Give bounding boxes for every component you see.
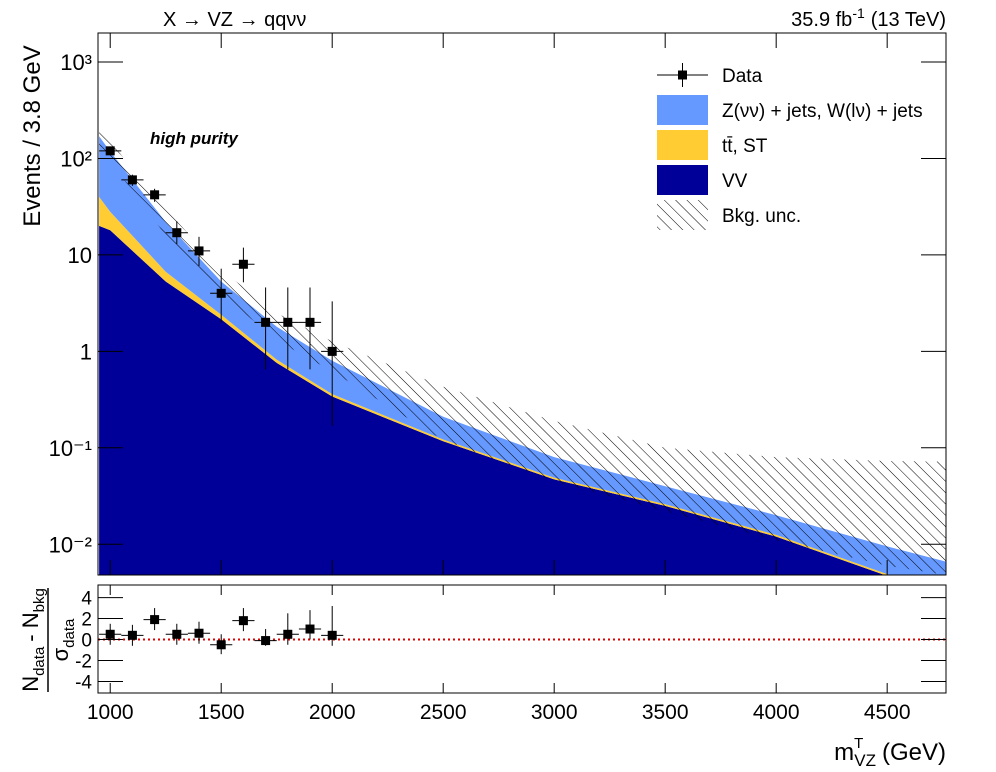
x-tick-label: 4000	[753, 701, 800, 724]
y-tick-label: -2	[75, 651, 92, 672]
ratio-label-denominator: σdata	[48, 618, 78, 661]
x-tick-label: 3000	[531, 701, 578, 724]
num-minus: - N	[18, 612, 43, 641]
plot-area	[99, 123, 946, 575]
x-tick-label: 2000	[309, 701, 356, 724]
x-tick-label: 1000	[87, 701, 134, 724]
y-tick-label: 10⁻²	[49, 532, 92, 557]
ratio-area	[98, 605, 946, 655]
data-point	[305, 317, 315, 327]
data-point	[216, 640, 226, 650]
lumi-energy: (13 TeV)	[871, 9, 946, 31]
num-n: N	[18, 676, 43, 692]
data-point	[305, 624, 315, 634]
y-tick-label: 0	[81, 631, 92, 652]
legend-label: Z(νν) + jets, W(lν) + jets	[722, 101, 923, 122]
plot-frame	[97, 584, 947, 694]
y-tick-label: 1	[80, 339, 92, 364]
data-point	[127, 175, 137, 185]
legend-swatch	[657, 95, 708, 125]
x-tick-label: 2500	[420, 701, 467, 724]
legend-label: Data	[722, 66, 763, 87]
stack-area	[99, 225, 885, 575]
x-label-sup: T	[854, 735, 863, 752]
data-point	[216, 288, 226, 298]
data-point	[150, 190, 160, 200]
lumi-label: 35.9 fb-1 (13 TeV)	[791, 5, 946, 31]
legend-label: VV	[722, 171, 748, 192]
num-sub: data	[31, 646, 48, 676]
ratio-label-numerator: Ndata - Nbkg	[18, 588, 48, 692]
chart-title: X → VZ → qqνν	[163, 9, 306, 31]
lumi-exponent: -1	[852, 5, 865, 21]
legend-swatch	[657, 200, 708, 230]
data-point	[238, 259, 248, 269]
x-label-unit: (GeV)	[882, 739, 946, 766]
legend-label: Bkg. unc.	[722, 206, 801, 227]
data-point	[150, 615, 160, 625]
data-point	[238, 616, 248, 626]
legend-swatch	[657, 130, 708, 160]
y-tick-label: 10⁻¹	[49, 436, 92, 461]
data-point	[172, 629, 182, 639]
x-axis-label: mT VZ (GeV)	[834, 735, 946, 770]
data-point	[261, 317, 271, 327]
uncertainty-band	[99, 123, 946, 575]
data-point	[327, 630, 337, 640]
lumi-value: 35.9 fb	[791, 9, 852, 31]
data-point	[283, 317, 293, 327]
data-point	[327, 346, 337, 356]
x-tick-label: 4500	[864, 701, 911, 724]
x-label-symbol: m	[834, 739, 854, 766]
data-point	[261, 636, 271, 646]
x-tick-label: 1500	[198, 701, 245, 724]
y-tick-label: 10²	[60, 146, 92, 171]
y-tick-label: 10³	[60, 50, 92, 75]
data-point	[194, 628, 204, 638]
y-axis-label: Events / 3.8 GeV	[19, 45, 46, 226]
y-tick-label: 10	[68, 243, 92, 268]
data-point	[172, 228, 182, 238]
legend-marker	[678, 70, 687, 80]
den-sub: data	[61, 618, 78, 648]
data-point	[283, 629, 293, 639]
plot-frame	[97, 32, 947, 576]
legend-swatch	[657, 165, 708, 195]
x-label-sub: VZ	[854, 751, 876, 770]
data-point	[105, 629, 115, 639]
data-point	[105, 146, 115, 156]
num-sub: bkg	[31, 588, 48, 612]
data-point	[127, 630, 137, 640]
data-point	[194, 246, 204, 256]
y-tick-label: 4	[81, 589, 92, 610]
legend-label: tt̄, ST	[722, 136, 768, 157]
den-sigma: σ	[48, 647, 73, 661]
y-tick-label: 2	[81, 610, 92, 631]
annotation: high purity	[150, 129, 239, 148]
y-tick-label: -4	[75, 672, 92, 693]
x-tick-label: 3500	[642, 701, 689, 724]
